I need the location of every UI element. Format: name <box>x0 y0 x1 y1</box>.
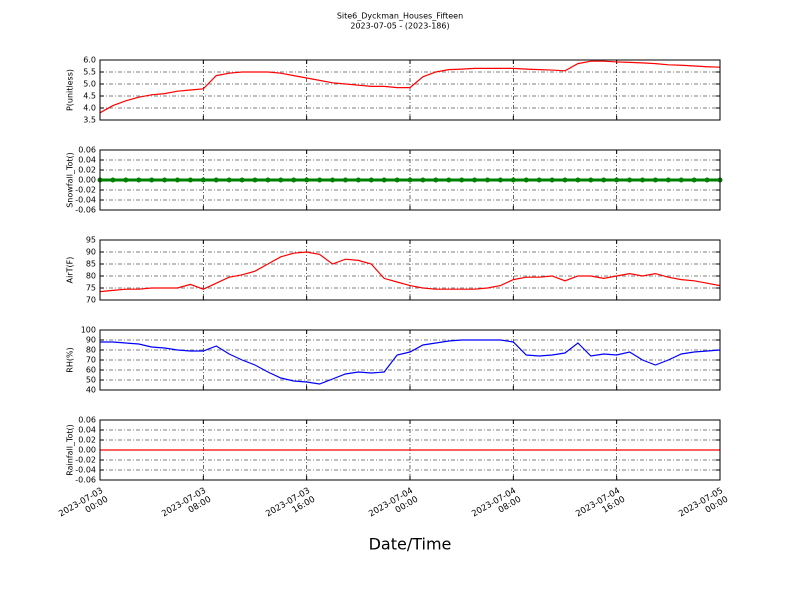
y-tick-label: 4.0 <box>83 104 96 113</box>
data-point <box>213 177 219 183</box>
data-point <box>575 177 581 183</box>
plot-frame <box>99 419 721 481</box>
y-tick-label: -0.04 <box>75 466 96 475</box>
y-tick-label: 100 <box>81 326 96 335</box>
y-tick-label: 0.04 <box>78 156 96 165</box>
y-tick-label: -0.06 <box>75 476 96 485</box>
y-tick-label: 70 <box>86 356 96 365</box>
data-point <box>485 177 490 183</box>
y-tick-label: 0.04 <box>78 426 96 435</box>
data-point <box>239 177 245 183</box>
plot-frame <box>99 149 721 211</box>
data-point <box>678 177 684 183</box>
y-tick-label: 50 <box>86 376 96 385</box>
y-tick-label: 0.00 <box>78 176 96 185</box>
data-point <box>187 177 193 183</box>
data-point <box>459 177 465 183</box>
y-tick-label: 40 <box>86 386 96 395</box>
data-point <box>497 177 503 183</box>
data-point <box>627 177 633 183</box>
y-tick-label: 80 <box>86 272 96 281</box>
data-point <box>433 177 439 183</box>
plot-frame <box>99 329 721 391</box>
data-point <box>665 177 671 183</box>
data-point <box>252 177 258 183</box>
data-line <box>99 251 721 293</box>
plot-frame <box>99 59 721 121</box>
data-point <box>640 177 645 183</box>
plot-frame <box>99 239 721 301</box>
data-point <box>110 177 116 183</box>
data-line <box>99 60 721 114</box>
y-tick-label: -0.04 <box>75 196 96 205</box>
y-tick-label: -0.02 <box>75 456 96 465</box>
data-point <box>175 177 180 183</box>
y-axis-label: RH(%) <box>66 347 75 372</box>
data-point <box>601 177 607 183</box>
y-axis-label: AirT(F) <box>66 257 75 284</box>
data-point <box>614 177 620 183</box>
y-tick-label: 0.00 <box>78 446 96 455</box>
data-point <box>149 177 155 183</box>
data-point <box>381 177 387 183</box>
data-point <box>265 177 271 183</box>
data-point <box>394 177 400 183</box>
data-point <box>420 177 426 183</box>
y-tick-label: 70 <box>86 296 96 305</box>
y-tick-label: 90 <box>86 336 96 345</box>
chart-subtitle: 2023-07-05 - (2023-186) <box>350 22 449 31</box>
y-tick-label: 85 <box>86 260 96 269</box>
data-point <box>342 177 348 183</box>
data-line <box>100 339 721 385</box>
data-point <box>691 177 697 183</box>
y-tick-label: 75 <box>86 284 96 293</box>
y-tick-label: 3.5 <box>83 116 96 125</box>
data-point <box>317 177 323 183</box>
y-tick-label: 0.06 <box>78 146 96 155</box>
y-axis-label: P(unitless) <box>66 69 75 111</box>
y-axis-label: Rainfall_Tot() <box>66 424 75 476</box>
x-axis-label: Date/Time <box>369 535 452 554</box>
y-tick-label: 0.02 <box>78 436 96 445</box>
data-point <box>304 177 310 183</box>
data-point <box>226 177 232 183</box>
data-point <box>278 177 284 183</box>
y-tick-label: -0.06 <box>75 206 96 215</box>
data-point <box>704 177 710 183</box>
y-tick-label: 0.02 <box>78 166 96 175</box>
y-tick-label: 90 <box>86 248 96 257</box>
y-tick-label: 6.0 <box>83 56 96 65</box>
data-point <box>330 177 335 183</box>
y-tick-label: 95 <box>86 236 96 245</box>
chart-title: Site6_Dyckman_Houses_Fifteen <box>337 12 463 21</box>
y-tick-label: 60 <box>86 366 96 375</box>
data-point <box>123 177 129 183</box>
y-axis-label: Snowfall_Tot() <box>66 152 75 208</box>
data-point <box>523 177 529 183</box>
y-tick-label: 4.5 <box>83 92 96 101</box>
data-point <box>200 177 206 183</box>
data-point <box>549 177 555 183</box>
data-point <box>510 177 516 183</box>
y-tick-label: 5.5 <box>83 68 96 77</box>
data-point <box>136 177 142 183</box>
data-point <box>407 177 413 183</box>
data-point <box>446 177 452 183</box>
data-point <box>368 177 374 183</box>
data-point <box>291 177 297 183</box>
data-point <box>562 177 568 183</box>
y-tick-label: 0.06 <box>78 416 96 425</box>
y-tick-label: 80 <box>86 346 96 355</box>
data-point <box>472 177 478 183</box>
data-point <box>162 177 168 183</box>
data-point <box>588 177 594 183</box>
data-point <box>536 177 542 183</box>
y-tick-label: 5.0 <box>83 80 96 89</box>
y-tick-label: -0.02 <box>75 186 96 195</box>
data-point <box>652 177 658 183</box>
data-point <box>355 177 361 183</box>
